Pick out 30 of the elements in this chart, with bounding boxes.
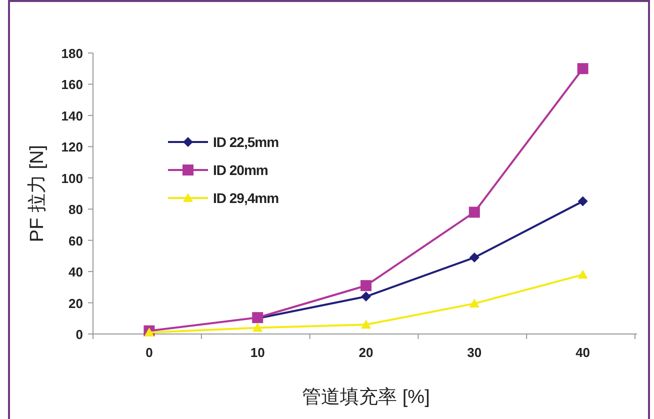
- point: [361, 292, 371, 302]
- point: [252, 322, 263, 332]
- y-tick-label: 120: [61, 140, 83, 155]
- y-tick-label: 100: [61, 170, 83, 186]
- point: [361, 320, 371, 329]
- legend-label: ID 20mm: [213, 162, 268, 178]
- x-tick-label: 40: [576, 345, 590, 360]
- x-tick-label: 0: [146, 345, 153, 360]
- point: [577, 63, 588, 74]
- y-tick-label: 0: [76, 327, 83, 342]
- y-tick-label: 140: [61, 108, 83, 124]
- y-tick-label: 160: [61, 77, 83, 92]
- point: [578, 196, 588, 206]
- point: [578, 270, 588, 279]
- y-tick-label: 20: [68, 296, 83, 311]
- y-tick-label: 60: [68, 233, 83, 248]
- point: [468, 206, 480, 218]
- point: [469, 252, 480, 263]
- y-axis-title: PF 拉力 [N]: [27, 144, 48, 242]
- legend-label: ID 22,5mm: [213, 134, 279, 150]
- point: [360, 280, 372, 292]
- x-tick-label: 10: [250, 345, 265, 360]
- x-axis-title: 管道填充率 [%]: [302, 386, 430, 408]
- y-tick-label: 40: [68, 264, 83, 280]
- y-tick-label: 80: [68, 202, 83, 218]
- y-tick-label: 180: [61, 46, 83, 61]
- legend-label: ID 29,4mm: [213, 190, 279, 206]
- x-tick-label: 30: [467, 345, 482, 360]
- point: [469, 298, 480, 308]
- x-tick-label: 20: [358, 345, 374, 360]
